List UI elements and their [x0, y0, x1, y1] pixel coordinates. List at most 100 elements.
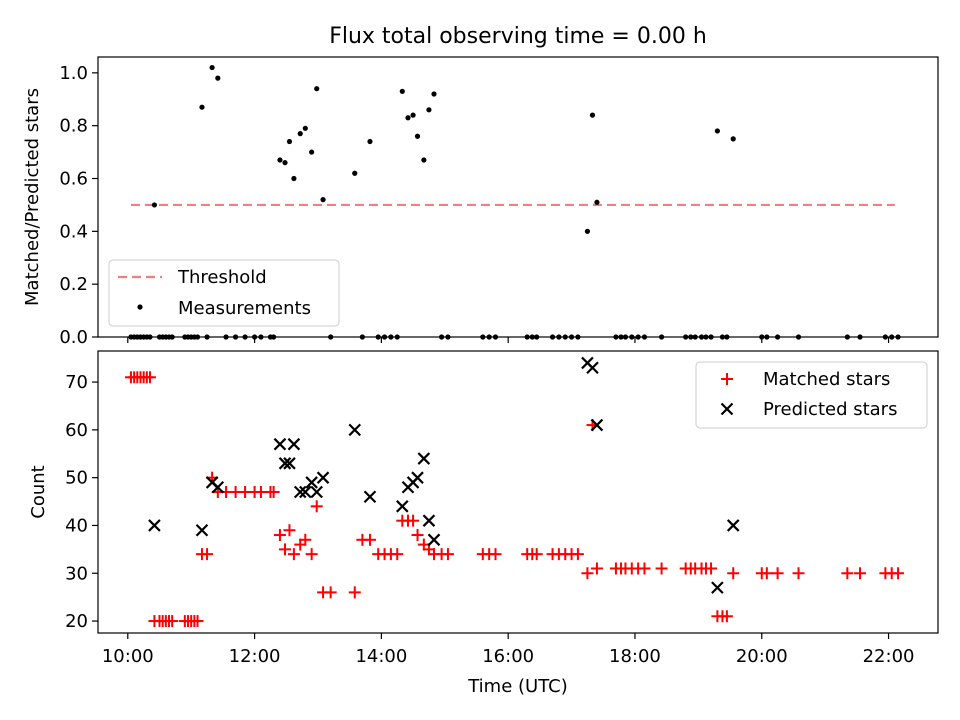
- matched-star-point: [727, 567, 740, 580]
- predicted-star-point: [278, 457, 292, 470]
- matched-star-point: [411, 529, 424, 542]
- top-y-axis-label: Matched/Predicted stars: [22, 88, 43, 306]
- top-panel: Flux total observing time = 0.00 h 0.0 0.…: [22, 24, 939, 348]
- bottom-legend-box: [695, 361, 928, 429]
- matched-stars-points: [124, 371, 905, 628]
- measurement-point: [277, 157, 283, 163]
- measurement-point: [426, 107, 432, 113]
- legend-measurements-swatch: [137, 304, 143, 310]
- measurement-point: [414, 133, 421, 139]
- predicted-star-point: [427, 533, 441, 547]
- predicted-star-point: [711, 581, 724, 594]
- x-tick-label: 18:00: [609, 646, 661, 667]
- legend-predicted-swatch: [720, 402, 734, 416]
- bottom-plot-frame: [97, 350, 939, 634]
- measurement-point: [431, 91, 437, 97]
- top-y-tick-label: 0.2: [59, 274, 88, 295]
- matched-star-point: [267, 486, 280, 498]
- predicted-star-point: [396, 500, 409, 513]
- matched-star-point: [391, 548, 404, 561]
- measurement-point: [215, 75, 221, 81]
- matched-star-point: [705, 562, 718, 575]
- measurement-point: [594, 199, 600, 205]
- measurement-point: [352, 170, 358, 176]
- matched-star-point: [310, 500, 323, 513]
- measurement-point: [714, 128, 720, 134]
- matched-star-point: [655, 562, 668, 575]
- top-ticks: 0.0 0.2 0.4 0.6 0.8 1.0: [59, 63, 890, 348]
- bottom-y-tick-label: 60: [65, 420, 88, 441]
- legend-threshold-label: Threshold: [177, 267, 267, 288]
- predicted-stars-points: [148, 356, 740, 594]
- measurement-point: [367, 138, 373, 145]
- predicted-star-point: [195, 523, 209, 537]
- predicted-star-point: [590, 418, 604, 432]
- measurement-point: [314, 86, 320, 92]
- matched-star-point: [841, 567, 854, 580]
- measurement-point: [209, 64, 215, 71]
- measurement-point: [399, 88, 405, 94]
- matched-star-point: [283, 524, 296, 537]
- top-plot-frame: [97, 56, 939, 338]
- x-tick-label: 20:00: [736, 646, 788, 667]
- measurement-point: [309, 149, 315, 155]
- top-y-tick-label: 0.0: [59, 327, 88, 348]
- x-tick-label: 16:00: [482, 646, 534, 667]
- bottom-y-tick-label: 70: [65, 372, 88, 393]
- bottom-y-tick-label: 40: [65, 515, 88, 536]
- chart-title: Flux total observing time = 0.00 h: [329, 24, 707, 49]
- matched-star-point: [363, 533, 376, 546]
- matched-star-point: [324, 586, 337, 599]
- matched-star-point: [530, 548, 543, 561]
- matched-star-point: [771, 567, 784, 580]
- matched-star-point: [191, 615, 204, 628]
- measurement-point: [291, 175, 297, 182]
- matched-star-point: [489, 548, 502, 561]
- bottom-y-tick-label: 30: [65, 563, 88, 584]
- measurement-point: [421, 157, 427, 163]
- top-legend-box: [108, 259, 340, 327]
- matched-star-point: [590, 562, 603, 575]
- top-legend: Threshold Measurements: [108, 259, 340, 327]
- x-tick-label: 14:00: [355, 646, 407, 667]
- x-tick-label: 10:00: [102, 646, 154, 667]
- matched-star-point: [143, 371, 156, 384]
- measurement-point: [199, 104, 205, 110]
- x-tick-label: 12:00: [229, 646, 281, 667]
- measurement-point: [405, 115, 411, 121]
- measurement-point: [282, 160, 288, 166]
- matched-star-point: [299, 533, 312, 546]
- predicted-star-point: [211, 480, 225, 494]
- predicted-star-point: [422, 514, 436, 527]
- bottom-y-axis-label: Count: [28, 465, 49, 518]
- matched-star-point: [348, 586, 361, 599]
- matched-star-point: [166, 615, 179, 628]
- matched-star-point: [305, 548, 318, 561]
- measurement-point: [320, 197, 326, 203]
- measurement-point: [297, 131, 303, 137]
- measurement-point: [589, 112, 596, 118]
- legend-predicted-marker: [720, 402, 734, 416]
- legend-matched-marker: [721, 373, 733, 385]
- predicted-star-point: [586, 361, 599, 375]
- measurement-point: [584, 228, 591, 234]
- legend-measurements-label: Measurements: [178, 298, 311, 319]
- predicted-star-point: [726, 519, 740, 532]
- predicted-star-point: [293, 485, 307, 499]
- measurement-point: [151, 202, 158, 208]
- matched-star-point: [571, 548, 584, 561]
- predicted-star-point: [310, 485, 323, 499]
- matched-star-point: [441, 548, 454, 561]
- matched-star-point: [581, 567, 594, 580]
- bottom-y-tick-label: 50: [65, 468, 88, 489]
- measurement-point: [286, 138, 293, 145]
- measurement-point: [730, 136, 736, 142]
- predicted-star-point: [316, 471, 330, 484]
- predicted-star-point: [363, 490, 377, 504]
- matched-star-point: [201, 548, 214, 561]
- bottom-y-tick-label: 20: [65, 611, 88, 632]
- measurement-point: [302, 125, 308, 131]
- predicted-star-point: [283, 457, 296, 470]
- matched-star-point: [854, 567, 867, 580]
- bottom-ticks: 20 30 40 50 60 70 10:00 12:00 14:00 16:00 18:00 20:…: [65, 372, 914, 667]
